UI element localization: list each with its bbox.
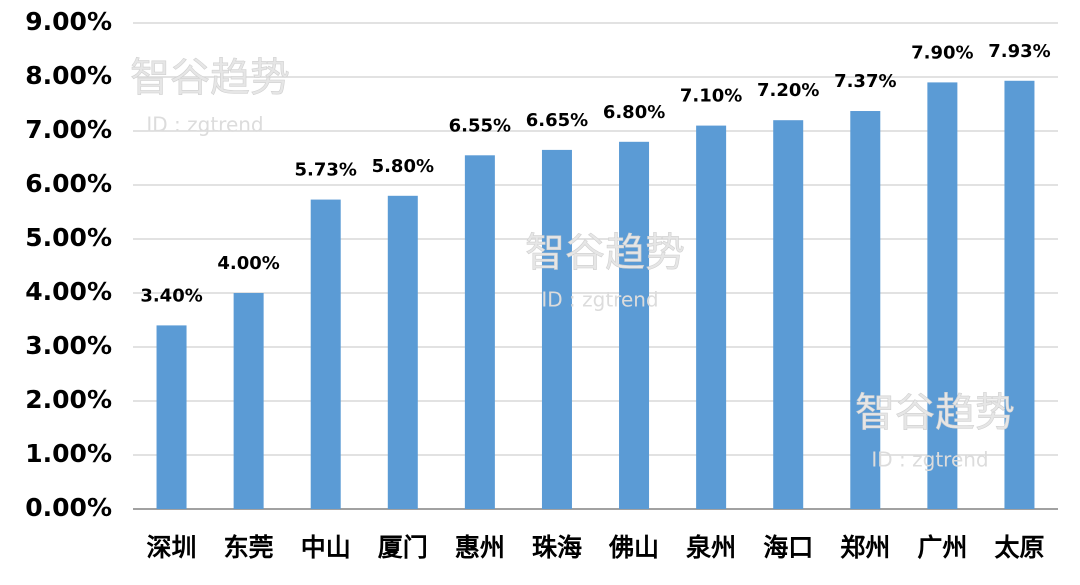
watermark: 智谷趋势 — [525, 230, 685, 276]
y-tick-label: 1.00% — [25, 439, 112, 468]
value-label: 6.55% — [449, 115, 511, 136]
value-label: 3.40% — [140, 285, 202, 306]
value-label: 7.93% — [988, 41, 1050, 62]
x-tick-label: 东莞 — [224, 533, 274, 562]
x-tick-label: 厦门 — [378, 533, 428, 562]
y-tick-label: 9.00% — [25, 7, 112, 36]
y-tick-label: 0.00% — [25, 493, 112, 522]
value-label: 6.65% — [526, 110, 588, 131]
x-tick-label: 佛山 — [608, 533, 659, 562]
bar — [541, 149, 572, 509]
x-tick-label: 海口 — [763, 533, 813, 562]
value-label: 7.10% — [680, 86, 742, 107]
watermark: 智谷趋势 — [130, 55, 290, 101]
value-label: 4.00% — [217, 253, 279, 274]
watermark-id: ID : zgtrend — [146, 113, 263, 137]
bar — [464, 155, 495, 510]
bar — [310, 199, 341, 509]
value-label: 7.20% — [757, 80, 819, 101]
x-tick-label: 郑州 — [840, 533, 890, 562]
y-tick-label: 3.00% — [25, 331, 112, 360]
bar — [850, 111, 881, 510]
bar — [696, 125, 727, 509]
value-label: 5.73% — [294, 160, 356, 181]
x-tick-label: 太原 — [994, 533, 1044, 562]
value-label: 7.90% — [911, 42, 973, 63]
value-label: 6.80% — [603, 102, 665, 123]
watermark-id: ID : zgtrend — [871, 448, 988, 472]
x-tick-label: 泉州 — [686, 533, 736, 562]
bar — [233, 293, 264, 509]
y-tick-label: 5.00% — [25, 223, 112, 252]
bar — [1004, 80, 1035, 509]
bar — [387, 195, 418, 510]
y-tick-label: 7.00% — [25, 115, 112, 144]
y-tick-label: 2.00% — [25, 385, 112, 414]
bar — [156, 325, 187, 509]
y-tick-label: 6.00% — [25, 169, 112, 198]
x-tick-label: 广州 — [917, 533, 967, 562]
bar — [773, 120, 804, 509]
watermark-id: ID : zgtrend — [541, 288, 658, 312]
bar — [927, 82, 958, 510]
x-tick-label: 深圳 — [147, 533, 197, 562]
x-tick-label: 中山 — [301, 533, 351, 562]
value-label: 7.37% — [834, 71, 896, 92]
value-label: 5.80% — [372, 156, 434, 177]
y-tick-label: 8.00% — [25, 61, 112, 90]
bar — [619, 141, 650, 510]
x-tick-label: 惠州 — [455, 533, 505, 562]
y-tick-label: 4.00% — [25, 277, 112, 306]
x-tick-label: 珠海 — [532, 533, 582, 562]
watermark: 智谷趋势 — [855, 390, 1015, 436]
